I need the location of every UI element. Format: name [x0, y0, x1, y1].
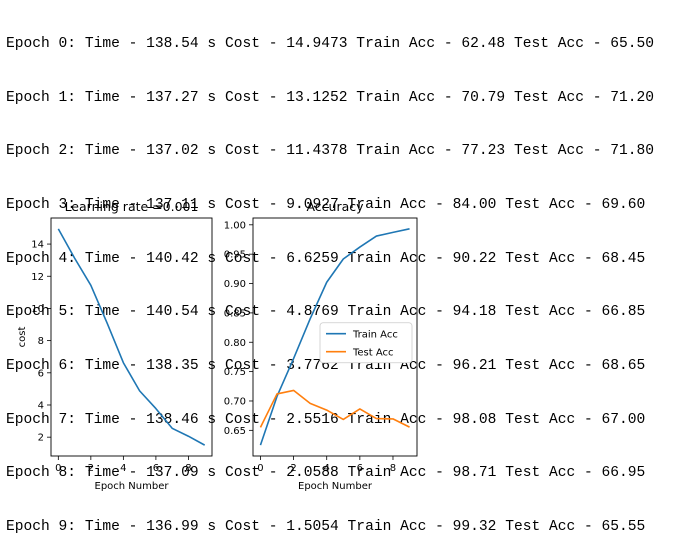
log-line: Epoch 4: Time - 140.42 s Cost - 6.6259 T… — [6, 250, 646, 267]
series-line-1 — [57, 228, 206, 446]
log-line: Epoch 5: Time - 140.54 s Cost - 4.8769 T… — [6, 304, 646, 321]
x-tick-label: 4 — [120, 463, 126, 474]
y-tick-label: 10 — [31, 304, 44, 315]
x-axis-label: Epoch Number — [298, 481, 373, 492]
log-line: Epoch 1: Time - 137.27 s Cost - 13.1252 … — [6, 89, 655, 106]
x-tick-label: 6 — [357, 463, 363, 474]
x-tick-label: 0 — [55, 463, 61, 474]
y-tick-label: 12 — [31, 272, 44, 283]
y-tick-label: 0.80 — [224, 338, 246, 349]
y-tick-label: 8 — [38, 336, 44, 347]
series-line-1 — [259, 228, 410, 446]
x-tick-label: 8 — [390, 463, 396, 474]
legend-box — [319, 322, 413, 364]
y-tick-label: 0.65 — [224, 426, 246, 437]
y-tick-label: 6 — [38, 368, 44, 379]
x-axis-label: Epoch Number — [95, 481, 170, 492]
charts-figure: Learning rate =0.001 0 2 4 6 8 2 4 6 8 10 12 14 Epoch… — [17, 199, 418, 492]
y-tick-label: 0.75 — [224, 367, 246, 378]
chart-title: Learning rate =0.001 — [65, 199, 199, 214]
x-tick-label: 2 — [88, 463, 94, 474]
log-line: Epoch 0: Time - 138.54 s Cost - 14.9473 … — [6, 35, 655, 52]
log-line: Epoch 3: Time - 137.11 s Cost - 9.0927 T… — [6, 196, 646, 213]
legend-label: Test Acc — [352, 348, 394, 359]
y-tick-label: 0.90 — [224, 279, 246, 290]
x-tick-label: 4 — [324, 463, 330, 474]
y-axis-label: cost — [17, 327, 28, 348]
log-line: Epoch 8: Time - 137.09 s Cost - 2.0588 T… — [6, 465, 646, 482]
y-tick-label: 4 — [38, 400, 44, 411]
legend-label: Train Acc — [352, 330, 398, 341]
log-line: Epoch 7: Time - 138.46 s Cost - 2.5516 T… — [6, 411, 646, 428]
y-tick-label: 0.70 — [224, 396, 246, 407]
y-tick-label: 0.85 — [224, 308, 246, 319]
plot-frame — [252, 217, 418, 457]
log-line: Epoch 6: Time - 138.35 s Cost - 3.7762 T… — [6, 358, 646, 375]
x-tick-label: 8 — [185, 463, 191, 474]
y-tick-label: 2 — [38, 433, 44, 444]
plot-frame — [50, 217, 213, 457]
y-tick-label: 0.95 — [224, 250, 246, 261]
log-line: Epoch 9: Time - 136.99 s Cost - 1.5054 T… — [6, 519, 646, 536]
x-tick-label: 0 — [257, 463, 263, 474]
series-line-2 — [259, 389, 410, 428]
chart-title: Accuracy — [306, 199, 364, 214]
x-tick-label: 2 — [290, 463, 296, 474]
y-tick-label: 14 — [31, 240, 44, 251]
y-tick-label: 1.00 — [224, 220, 246, 231]
x-tick-label: 6 — [153, 463, 159, 474]
log-line: Epoch 2: Time - 137.02 s Cost - 11.4378 … — [6, 143, 655, 160]
training-log: Epoch 0: Time - 138.54 s Cost - 14.9473 … — [6, 0, 654, 555]
